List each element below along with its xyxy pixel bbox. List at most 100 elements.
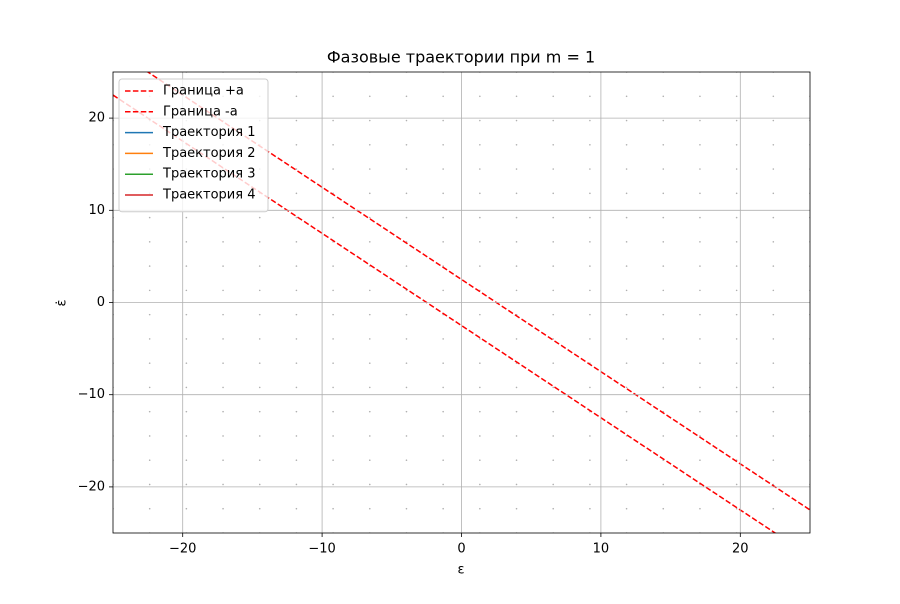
field-point bbox=[699, 313, 701, 316]
field-point bbox=[295, 168, 298, 170]
field-point bbox=[735, 289, 738, 292]
field-point bbox=[185, 313, 188, 316]
field-point bbox=[515, 410, 518, 413]
field-point bbox=[405, 410, 408, 413]
field-point bbox=[479, 338, 481, 340]
field-point bbox=[332, 289, 334, 292]
field-point bbox=[589, 119, 591, 122]
field-point bbox=[479, 410, 481, 413]
field-point bbox=[662, 241, 665, 243]
field-point bbox=[332, 435, 334, 437]
field-point bbox=[479, 362, 481, 364]
field-point bbox=[148, 362, 151, 364]
field-point bbox=[735, 362, 738, 364]
field-point bbox=[589, 507, 591, 510]
field-point bbox=[552, 507, 555, 510]
field-point bbox=[479, 265, 481, 267]
field-point bbox=[515, 143, 518, 146]
legend: Граница +a Граница -a Траектория 1 Траектор… bbox=[118, 78, 269, 213]
field-point bbox=[699, 168, 701, 170]
field-point bbox=[368, 386, 371, 389]
field-point bbox=[589, 338, 591, 340]
field-point bbox=[699, 241, 701, 243]
field-point bbox=[295, 265, 298, 267]
field-point bbox=[625, 362, 628, 364]
field-point bbox=[589, 241, 591, 243]
field-point bbox=[332, 168, 334, 170]
legend-label: Траектория 3 bbox=[162, 167, 255, 182]
field-point bbox=[625, 289, 628, 292]
field-point bbox=[405, 95, 408, 98]
field-point bbox=[368, 289, 371, 292]
field-point bbox=[699, 459, 701, 462]
field-point bbox=[735, 386, 738, 389]
field-point bbox=[589, 459, 591, 462]
field-point bbox=[185, 435, 188, 437]
field-point bbox=[405, 143, 408, 146]
field-point bbox=[442, 386, 444, 389]
field-point bbox=[589, 313, 591, 316]
field-point bbox=[442, 459, 444, 462]
field-point bbox=[662, 386, 665, 389]
field-point bbox=[662, 289, 665, 292]
field-point bbox=[368, 192, 371, 195]
field-point bbox=[735, 168, 738, 170]
field-point bbox=[772, 95, 775, 98]
field-point bbox=[185, 459, 188, 462]
field-point bbox=[699, 95, 701, 98]
field-point bbox=[589, 386, 591, 389]
field-point bbox=[185, 289, 188, 292]
field-point bbox=[552, 483, 555, 486]
field-point bbox=[552, 192, 555, 195]
field-point bbox=[258, 386, 261, 389]
field-point bbox=[295, 216, 298, 219]
field-point bbox=[332, 95, 334, 98]
x-tick-label: −10 bbox=[308, 542, 335, 557]
field-point bbox=[148, 386, 151, 389]
field-point bbox=[258, 265, 261, 267]
field-point bbox=[515, 459, 518, 462]
field-point bbox=[772, 459, 775, 462]
field-point bbox=[625, 459, 628, 462]
field-point bbox=[368, 241, 371, 243]
field-point bbox=[332, 483, 334, 486]
field-point bbox=[442, 289, 444, 292]
field-point bbox=[185, 338, 188, 340]
field-point bbox=[405, 507, 408, 510]
field-point bbox=[552, 435, 555, 437]
field-point bbox=[148, 338, 151, 340]
field-point bbox=[479, 143, 481, 146]
field-point bbox=[295, 410, 298, 413]
field-point bbox=[552, 289, 555, 292]
field-point bbox=[405, 386, 408, 389]
plot-frame bbox=[112, 71, 811, 534]
field-point bbox=[699, 192, 701, 195]
field-point bbox=[295, 362, 298, 364]
field-point bbox=[295, 95, 298, 98]
field-point bbox=[185, 265, 188, 267]
field-point bbox=[625, 168, 628, 170]
field-point bbox=[148, 507, 151, 510]
field-point bbox=[735, 216, 738, 219]
field-point bbox=[662, 216, 665, 219]
field-point bbox=[772, 338, 775, 340]
field-point bbox=[699, 338, 701, 340]
field-point bbox=[295, 483, 298, 486]
field-point bbox=[552, 386, 555, 389]
field-point bbox=[442, 483, 444, 486]
field-point bbox=[589, 95, 591, 98]
field-point bbox=[258, 289, 261, 292]
x-tick-label: −20 bbox=[169, 542, 196, 557]
field-point bbox=[515, 216, 518, 219]
field-point bbox=[772, 216, 775, 219]
field-point bbox=[552, 216, 555, 219]
field-point bbox=[258, 313, 261, 316]
field-point bbox=[552, 410, 555, 413]
field-point bbox=[479, 216, 481, 219]
field-point bbox=[222, 313, 224, 316]
field-point bbox=[515, 435, 518, 437]
field-point bbox=[222, 386, 224, 389]
field-point bbox=[625, 95, 628, 98]
field-point bbox=[368, 410, 371, 413]
